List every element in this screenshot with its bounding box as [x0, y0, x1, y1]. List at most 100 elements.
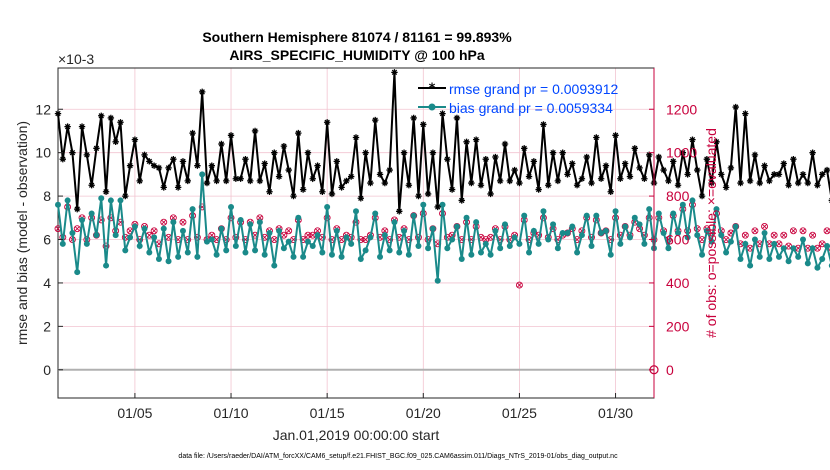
rmse-point [511, 166, 518, 174]
obs-count-point [799, 227, 807, 235]
rmse-point [617, 175, 624, 182]
rmse-point [64, 123, 71, 130]
obs-count-cross [315, 228, 320, 234]
obs-count-cross [824, 228, 830, 234]
rmse-point [117, 119, 124, 126]
obs-count-cross [339, 237, 344, 242]
bias-point [88, 210, 95, 217]
bias-point [482, 240, 489, 247]
rmse-point [381, 179, 389, 187]
bias-point [708, 238, 715, 245]
rmse-point [275, 173, 283, 180]
rmse-point [775, 171, 783, 178]
rmse-point [136, 177, 143, 185]
bias-point [107, 197, 114, 204]
bias-point [574, 249, 581, 256]
bias-point [204, 238, 210, 245]
rmse-point [477, 182, 485, 189]
y-right-tick-label: 0 [666, 362, 674, 378]
rmse-point [559, 149, 566, 156]
rmse-point [458, 197, 465, 204]
bias-point [612, 208, 619, 215]
bias-point [59, 240, 66, 247]
rmse-point [237, 175, 244, 182]
rmse-point [333, 158, 340, 165]
obs-count-cross [252, 232, 258, 238]
rmse-point [597, 175, 605, 182]
obs-count-circle [770, 231, 778, 239]
rmse-point [564, 171, 571, 178]
bias-point [405, 251, 412, 258]
rmse-point [703, 155, 711, 163]
obs-count-cross [819, 241, 825, 247]
bias-point [718, 232, 725, 239]
bias-point [617, 240, 624, 247]
rmse-point [400, 149, 408, 156]
bias-point [79, 216, 86, 223]
obs-count-cross [776, 241, 782, 247]
bias-point [420, 201, 427, 208]
bias-point [83, 240, 90, 247]
bias-point [559, 230, 566, 236]
chart-subtitle: AIRS_SPECIFIC_HUMIDITY @ 100 hPa [229, 47, 485, 63]
bias-point [487, 251, 494, 258]
rmse-point [492, 153, 499, 161]
chart-title: Southern Hemisphere 81074 / 81161 = 99.8… [202, 29, 512, 45]
x-tick-label: 01/30 [598, 405, 633, 421]
bias-point [492, 227, 499, 234]
y-axis-right-label: # of obs: o=possible; ×=evaluated [703, 128, 719, 338]
bias-point [564, 230, 571, 236]
obs-count-cross [699, 237, 705, 242]
obs-count-cross [483, 237, 489, 242]
rmse-point [694, 166, 701, 174]
bias-point [790, 245, 797, 252]
bias-point [122, 247, 129, 254]
obs-count-circle [285, 227, 293, 235]
rmse-point [756, 179, 763, 187]
bias-point [458, 256, 465, 263]
obs-count-cross [488, 235, 493, 240]
rmse-point [785, 182, 792, 189]
bias-point [756, 253, 763, 260]
bias-point [290, 253, 297, 260]
rmse-point [227, 132, 235, 139]
rmse-point [761, 162, 768, 169]
rmse-point [670, 158, 677, 165]
y-right-tick-label: 600 [666, 232, 690, 248]
obs-count-cross [310, 232, 316, 238]
obs-count-circle [304, 231, 312, 239]
rmse-point [602, 162, 610, 169]
rmse-point [83, 151, 91, 159]
rmse-point [189, 129, 196, 137]
obs-count-circle [160, 218, 168, 226]
rmse-point [804, 179, 812, 187]
bias-point [141, 225, 148, 232]
rmse-point [198, 88, 206, 96]
rmse-point [472, 136, 480, 143]
rmse-point [506, 177, 514, 185]
bias-point [540, 208, 547, 215]
obs-count-point [285, 227, 293, 235]
rmse-point [713, 138, 720, 146]
rmse-point [636, 164, 643, 172]
bias-point [136, 243, 143, 250]
obs-count-point [304, 231, 312, 239]
rmse-point [674, 182, 682, 189]
x-axis-ticks: 01/05 01/10 01/15 01/20 01/25 01/30 [117, 393, 633, 421]
rmse-point [323, 119, 331, 126]
rmse-point [295, 129, 302, 137]
y-tick-label: 2 [43, 318, 51, 334]
bias-point [324, 203, 331, 210]
rmse-point [54, 110, 62, 117]
rmse-point [727, 164, 735, 172]
rmse-point [271, 149, 278, 156]
y-tick-label: 4 [43, 275, 51, 291]
rmse-point [141, 151, 148, 159]
obs-count-cross [166, 235, 171, 240]
bias-point [247, 221, 254, 228]
rmse-point [607, 188, 614, 195]
legend-bias-marker [428, 103, 436, 111]
bias-point [641, 240, 648, 247]
rmse-point [347, 173, 355, 180]
obs-count-point [179, 218, 187, 226]
